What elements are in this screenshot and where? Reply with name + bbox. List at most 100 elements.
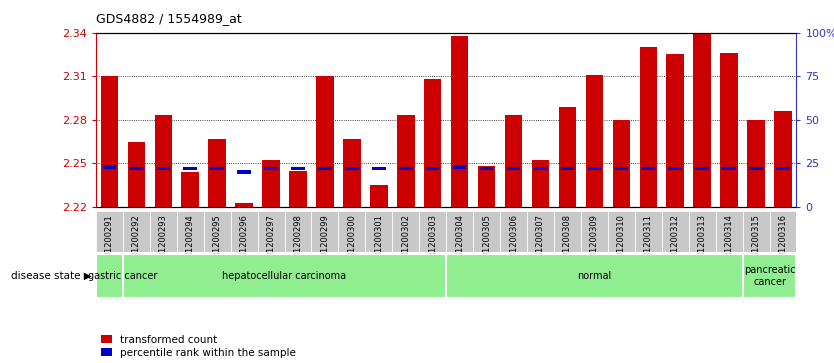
Text: GSM1200291: GSM1200291	[105, 214, 114, 270]
Bar	[560, 167, 574, 170]
Bar	[343, 139, 360, 207]
Text: GSM1200298: GSM1200298	[294, 214, 303, 270]
Bar	[749, 167, 763, 170]
Bar	[262, 160, 280, 207]
Text: GSM1200304: GSM1200304	[455, 214, 465, 270]
Bar	[696, 167, 709, 170]
Bar	[689, 211, 716, 252]
Bar	[721, 53, 738, 207]
Bar	[747, 120, 765, 207]
Text: GDS4882 / 1554989_at: GDS4882 / 1554989_at	[96, 12, 242, 25]
Bar	[203, 211, 231, 252]
Bar	[635, 211, 661, 252]
Text: GSM1200294: GSM1200294	[186, 214, 194, 270]
Text: GSM1200309: GSM1200309	[590, 214, 599, 270]
Bar	[177, 211, 203, 252]
Text: GSM1200315: GSM1200315	[751, 214, 761, 270]
Text: GSM1200312: GSM1200312	[671, 214, 680, 270]
Text: GSM1200306: GSM1200306	[509, 214, 518, 270]
Text: GSM1200305: GSM1200305	[482, 214, 491, 270]
Text: hepatocellular carcinoma: hepatocellular carcinoma	[223, 271, 347, 281]
Bar	[527, 211, 554, 252]
Text: GSM1200307: GSM1200307	[536, 214, 545, 270]
Bar	[426, 167, 440, 170]
Bar	[103, 165, 116, 168]
Bar	[742, 254, 796, 298]
Bar	[339, 211, 365, 252]
Bar	[612, 120, 631, 207]
Text: GSM1200314: GSM1200314	[725, 214, 734, 270]
Bar	[123, 211, 150, 252]
Bar	[284, 211, 311, 252]
Bar	[554, 211, 581, 252]
Bar	[420, 211, 446, 252]
Bar	[235, 203, 253, 207]
Text: GSM1200302: GSM1200302	[401, 214, 410, 270]
Bar	[365, 211, 392, 252]
Bar	[424, 79, 441, 207]
Bar	[722, 167, 736, 170]
Text: GSM1200308: GSM1200308	[563, 214, 572, 270]
Bar	[392, 211, 420, 252]
Bar	[608, 211, 635, 252]
Bar	[399, 167, 413, 170]
Bar	[500, 211, 527, 252]
Bar	[742, 211, 770, 252]
Bar	[615, 167, 628, 170]
Bar	[453, 165, 466, 168]
Bar	[289, 171, 307, 207]
Bar	[96, 254, 150, 298]
Bar	[101, 76, 118, 207]
Bar	[316, 76, 334, 207]
Bar	[532, 160, 550, 207]
Bar	[370, 185, 388, 207]
Bar	[451, 36, 469, 207]
Text: GSM1200296: GSM1200296	[239, 214, 249, 270]
Text: gastric cancer: gastric cancer	[88, 271, 158, 281]
Text: normal: normal	[577, 271, 611, 281]
Bar	[258, 211, 284, 252]
Bar	[231, 211, 258, 252]
Text: pancreatic
cancer: pancreatic cancer	[744, 265, 796, 287]
Text: GSM1200313: GSM1200313	[698, 214, 706, 270]
Bar	[397, 115, 414, 207]
Bar	[693, 33, 711, 207]
Text: GSM1200311: GSM1200311	[644, 214, 653, 270]
Bar	[640, 47, 657, 207]
Text: GSM1200293: GSM1200293	[158, 214, 168, 270]
Bar	[446, 211, 473, 252]
Text: disease state ▶: disease state ▶	[11, 271, 92, 281]
Bar	[154, 115, 172, 207]
Bar	[182, 172, 199, 207]
Bar	[641, 167, 655, 170]
Bar	[129, 167, 143, 170]
Bar	[210, 167, 224, 170]
Text: GSM1200295: GSM1200295	[213, 214, 222, 270]
Bar	[669, 167, 682, 170]
Bar	[478, 166, 495, 207]
Bar	[505, 115, 522, 207]
Text: GSM1200300: GSM1200300	[348, 214, 356, 270]
Bar	[208, 139, 226, 207]
Text: GSM1200310: GSM1200310	[617, 214, 626, 270]
Bar	[319, 167, 332, 170]
Bar	[311, 211, 339, 252]
Bar	[534, 167, 547, 170]
Text: GSM1200299: GSM1200299	[320, 214, 329, 270]
Bar	[372, 167, 385, 170]
Bar	[123, 254, 446, 298]
Bar	[581, 211, 608, 252]
Text: GSM1200301: GSM1200301	[374, 214, 384, 270]
Bar	[157, 167, 170, 170]
Bar	[666, 54, 684, 207]
Bar	[480, 167, 494, 170]
Bar	[473, 211, 500, 252]
Bar	[776, 167, 790, 170]
Bar	[774, 111, 791, 207]
Bar	[716, 211, 742, 252]
Bar	[770, 211, 796, 252]
Bar	[559, 107, 576, 207]
Bar	[96, 211, 123, 252]
Text: GSM1200297: GSM1200297	[267, 214, 275, 270]
Text: GSM1200292: GSM1200292	[132, 214, 141, 270]
